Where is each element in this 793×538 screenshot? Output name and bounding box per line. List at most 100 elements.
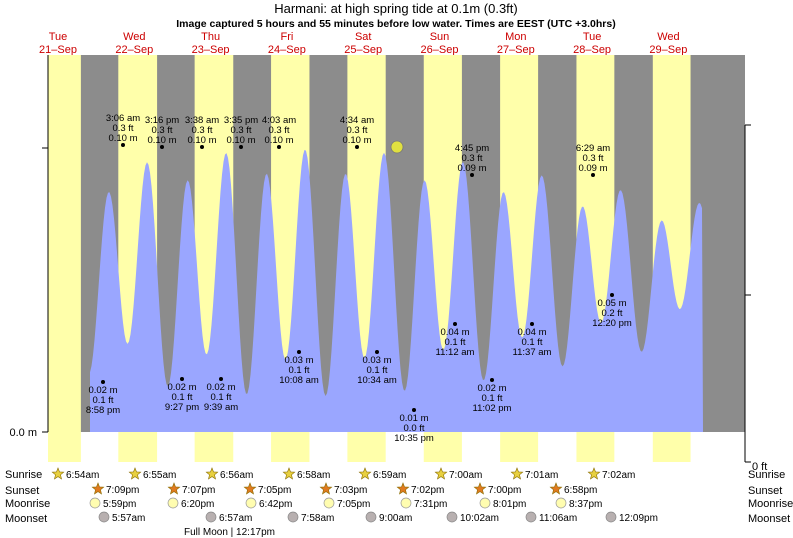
moonrise-time: 7:05pm xyxy=(337,499,370,510)
day-label-dow: Tue xyxy=(49,31,68,43)
moonset-time: 5:57am xyxy=(112,513,145,524)
sunrise-time: 7:00am xyxy=(449,470,482,481)
sunset-time: 6:58pm xyxy=(564,485,597,496)
row-label-moonrise-left: Moonrise xyxy=(5,498,50,510)
tide-extreme-marker xyxy=(591,173,595,177)
axes: 0.0 m 0 ft xyxy=(9,55,767,473)
sunrise-time: 6:54am xyxy=(66,470,99,481)
moonrise-time: 5:59pm xyxy=(103,499,136,510)
extreme-time: 4:45 pm xyxy=(455,143,489,154)
row-label-moonset-left: Moonset xyxy=(5,513,47,525)
sunrise-icon xyxy=(51,467,65,480)
sunset-icon xyxy=(243,482,257,495)
day-label-dow: Fri xyxy=(280,31,293,43)
day-label-date: 24–Sep xyxy=(268,44,306,56)
moonrise-time: 6:20pm xyxy=(181,499,214,510)
row-label-sunrise-right: Sunrise xyxy=(748,469,785,481)
moonrise-icon xyxy=(479,497,491,509)
day-label-dow: Tue xyxy=(583,31,602,43)
moonset-time: 7:58am xyxy=(301,513,334,524)
day-label-date: 22–Sep xyxy=(115,44,153,56)
tide-extreme-marker xyxy=(121,143,125,147)
extreme-ft: 0.1 ft xyxy=(366,365,387,376)
moonrise-time: 8:01pm xyxy=(493,499,526,510)
chart-title: Harmani: at high spring tide at 0.1m (0.… xyxy=(274,1,518,16)
moonset-time: 6:57am xyxy=(219,513,252,524)
extreme-m: 0.10 m xyxy=(264,135,293,146)
tide-extreme-label: 4:03 am0.3 ft0.10 m xyxy=(262,115,296,149)
extreme-m: 0.10 m xyxy=(147,135,176,146)
extreme-ft: 0.1 ft xyxy=(481,393,502,404)
day-label-date: 28–Sep xyxy=(573,44,611,56)
sunset-icon xyxy=(549,482,563,495)
extreme-m: 0.02 m xyxy=(88,385,117,396)
tide-extreme-label: 3:06 am0.3 ft0.10 m xyxy=(106,113,140,147)
extreme-time: 9:27 pm xyxy=(165,402,199,413)
tide-extreme-marker xyxy=(453,322,457,326)
row-label-moonrise-right: Moonrise xyxy=(748,498,793,510)
moonset-icon xyxy=(446,511,458,523)
sunset-time: 7:00pm xyxy=(488,485,521,496)
moonset-icon xyxy=(605,511,617,523)
tide-extreme-marker xyxy=(101,380,105,384)
tide-extreme-marker xyxy=(355,145,359,149)
extreme-time: 6:29 am xyxy=(576,143,610,154)
sunrise-icon xyxy=(434,467,448,480)
extreme-ft: 0.1 ft xyxy=(92,395,113,406)
extreme-m: 0.03 m xyxy=(362,355,391,366)
tide-extreme-marker xyxy=(470,173,474,177)
day-label-date: 26–Sep xyxy=(421,44,459,56)
extreme-m: 0.02 m xyxy=(167,382,196,393)
extreme-m: 0.01 m xyxy=(399,413,428,424)
sunrise-time: 7:01am xyxy=(525,470,558,481)
sunrise-time: 6:56am xyxy=(220,470,253,481)
day-label-dow: Sun xyxy=(430,31,450,43)
extreme-ft: 0.1 ft xyxy=(288,365,309,376)
day-header: Tue21–SepWed22–SepThu23–SepFri24–SepSat2… xyxy=(39,31,687,56)
extreme-time: 4:03 am xyxy=(262,115,296,126)
daylight-band xyxy=(48,55,81,462)
tide-extreme-label: 3:35 pm0.3 ft0.10 m xyxy=(224,115,258,149)
tide-extreme-label: 3:16 pm0.3 ft0.10 m xyxy=(145,115,179,149)
extreme-m: 0.03 m xyxy=(284,355,313,366)
tide-extreme-label: 6:29 am0.3 ft0.09 m xyxy=(576,143,610,177)
moonset-time: 9:00am xyxy=(379,513,412,524)
moonset-time: 11:06am xyxy=(539,513,577,524)
tide-extreme-marker xyxy=(180,377,184,381)
moonrise-time: 8:37pm xyxy=(569,499,602,510)
tide-extreme-marker xyxy=(160,145,164,149)
extreme-ft: 0.3 ft xyxy=(230,125,251,136)
extreme-time: 8:58 pm xyxy=(86,405,120,416)
tide-extreme-label: 0.02 m0.1 ft9:27 pm xyxy=(165,377,199,413)
sunset-time: 7:07pm xyxy=(182,485,215,496)
extreme-m: 0.09 m xyxy=(578,163,607,174)
extreme-ft: 0.3 ft xyxy=(112,123,133,134)
extreme-ft: 0.0 ft xyxy=(403,423,424,434)
extreme-m: 0.05 m xyxy=(597,298,626,309)
moonrise-time: 6:42pm xyxy=(259,499,292,510)
moonset-time: 10:02am xyxy=(460,513,499,524)
tide-extreme-marker xyxy=(412,408,416,412)
sunrise-time: 7:02am xyxy=(602,470,635,481)
day-label-date: 29–Sep xyxy=(649,44,687,56)
sunset-icon xyxy=(319,482,333,495)
tide-extreme-label: 0.02 m0.1 ft8:58 pm xyxy=(86,380,120,416)
extreme-time: 10:08 am xyxy=(279,375,319,386)
tide-extreme-marker xyxy=(297,350,301,354)
row-label-sunrise-left: Sunrise xyxy=(5,469,42,481)
day-label-date: 23–Sep xyxy=(192,44,230,56)
extreme-time: 10:34 am xyxy=(357,375,397,386)
astro-events: 6:54am 6:55am 6:56am 6:58am 6:59am 7:00am 7:01… xyxy=(51,467,658,524)
row-label-moonset-right: Moonset xyxy=(748,513,790,525)
y-axis-right-label: 0 ft xyxy=(752,461,767,473)
extreme-ft: 0.1 ft xyxy=(444,337,465,348)
sun-moon-table: Sunrise Sunset Moonrise Moonset Sunrise … xyxy=(5,467,793,538)
extreme-time: 9:39 am xyxy=(204,402,238,413)
day-label-date: 27–Sep xyxy=(497,44,535,56)
tide-extreme-label: 0.02 m0.1 ft9:39 am xyxy=(204,377,238,413)
